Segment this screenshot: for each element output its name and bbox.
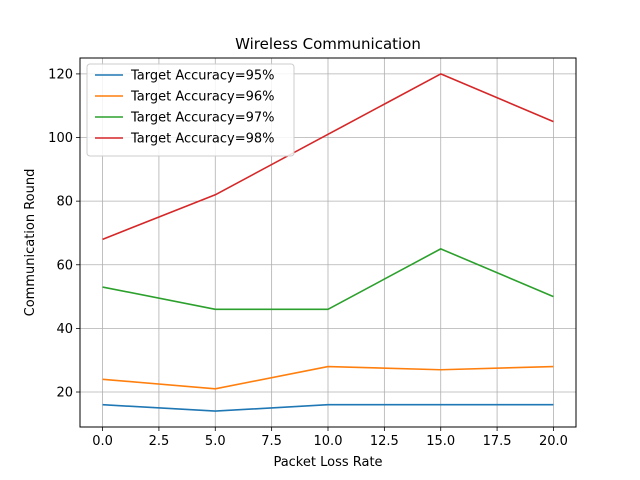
x-tick-label: 12.5: [370, 434, 399, 449]
x-tick-label: 2.5: [149, 434, 170, 449]
chart-title: Wireless Communication: [235, 35, 421, 53]
axis-ticks: 0.0 2.5 5.0 7.5 10.0 12.5 15.0 17.5 20.0 20 40 60 80…: [48, 67, 568, 449]
x-tick-label: 7.5: [261, 434, 282, 449]
y-tick-label: 20: [56, 386, 73, 401]
y-tick-label: 80: [56, 195, 73, 210]
y-axis-title: Communication Round: [23, 169, 38, 317]
legend-label: Target Accuracy=96%: [130, 90, 275, 105]
series-line: [102, 365, 554, 390]
legend-label: Target Accuracy=97%: [130, 111, 275, 126]
y-tick-label: 60: [56, 258, 73, 273]
y-tick-label: 40: [56, 322, 73, 337]
x-tick-label: 0.0: [92, 434, 113, 449]
x-tick-label: 10.0: [314, 434, 343, 449]
legend-label: Target Accuracy=98%: [130, 132, 275, 147]
legend-label: Target Accuracy=95%: [130, 69, 275, 84]
x-tick-label: 17.5: [483, 434, 512, 449]
series-line: [102, 248, 554, 311]
y-tick-label: 120: [48, 67, 73, 82]
series-lines: [102, 73, 554, 412]
y-tick-label: 100: [48, 131, 73, 146]
series-line: [102, 73, 554, 241]
legend-box: [86, 63, 295, 157]
series-line: [102, 403, 554, 412]
x-tick-label: 15.0: [426, 434, 455, 449]
x-tick-label: 20.0: [539, 434, 568, 449]
x-axis-title: Packet Loss Rate: [273, 455, 382, 470]
legend: Target Accuracy=95% Target Accuracy=96% Ta…: [86, 63, 295, 157]
x-tick-label: 5.0: [205, 434, 226, 449]
